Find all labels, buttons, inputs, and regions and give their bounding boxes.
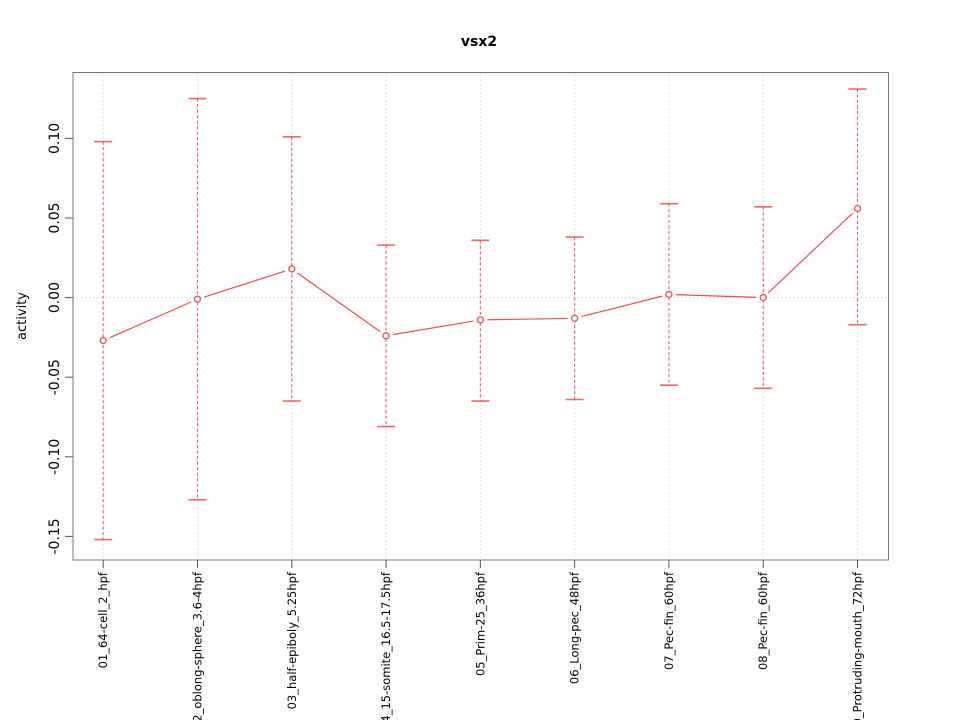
data-point-marker [193, 295, 202, 303]
data-point-marker [571, 314, 579, 322]
plot-border [72, 72, 889, 561]
x-tick-label: 02_oblong-sphere_3.6-4hpf [190, 571, 204, 720]
series-line-segment [297, 272, 381, 333]
x-tick-label: 05_Prim-25_36hpf [473, 571, 487, 676]
y-axis-label: activity [15, 292, 30, 340]
x-tick-label: 06_Long-pec_48hpf [568, 571, 582, 684]
data-point-marker [853, 204, 862, 213]
series-line-segment [581, 295, 663, 318]
x-tick-label: 01_64-cell_2_hpf [96, 571, 110, 668]
data-point-marker [759, 293, 767, 302]
data-point-marker [99, 336, 107, 345]
x-tick-label: 03_half-epiboly_5.25hpf [285, 571, 299, 709]
chart-title: vsx2 [461, 34, 497, 50]
x-tick-label: 04_15-somite_16.5-17.5hpf [379, 571, 393, 720]
x-tick-label: 09_Protruding-mouth_72hpf [851, 571, 865, 720]
series-line-segment [767, 212, 853, 294]
data-point-marker [665, 290, 673, 299]
y-tick-label: 0.10 [47, 123, 63, 154]
series-line-segment [392, 320, 474, 336]
series-line-segment [487, 317, 568, 321]
y-tick-label: -0.10 [47, 439, 63, 475]
y-tick-label: 0.05 [47, 202, 63, 233]
y-tick-label: -0.15 [47, 518, 63, 554]
y-tick-label: -0.05 [47, 359, 63, 395]
series-line-segment [109, 301, 192, 339]
y-tick-label: 0.00 [47, 282, 63, 313]
plot-area: 0.10 0.05 0.00 -0.05 -0.10 -0.15 01_64-cell_2_… [47, 72, 889, 720]
data-point-marker [382, 332, 390, 340]
data-point-marker [288, 265, 296, 273]
data-point-marker [476, 316, 485, 324]
series-line-segment [203, 270, 286, 298]
x-tick-label: 07_Pec-fin_60hpf [662, 571, 676, 670]
x-tick-label: 08_Pec-fin_60hpf [756, 571, 770, 670]
series-line-segment [675, 294, 757, 298]
